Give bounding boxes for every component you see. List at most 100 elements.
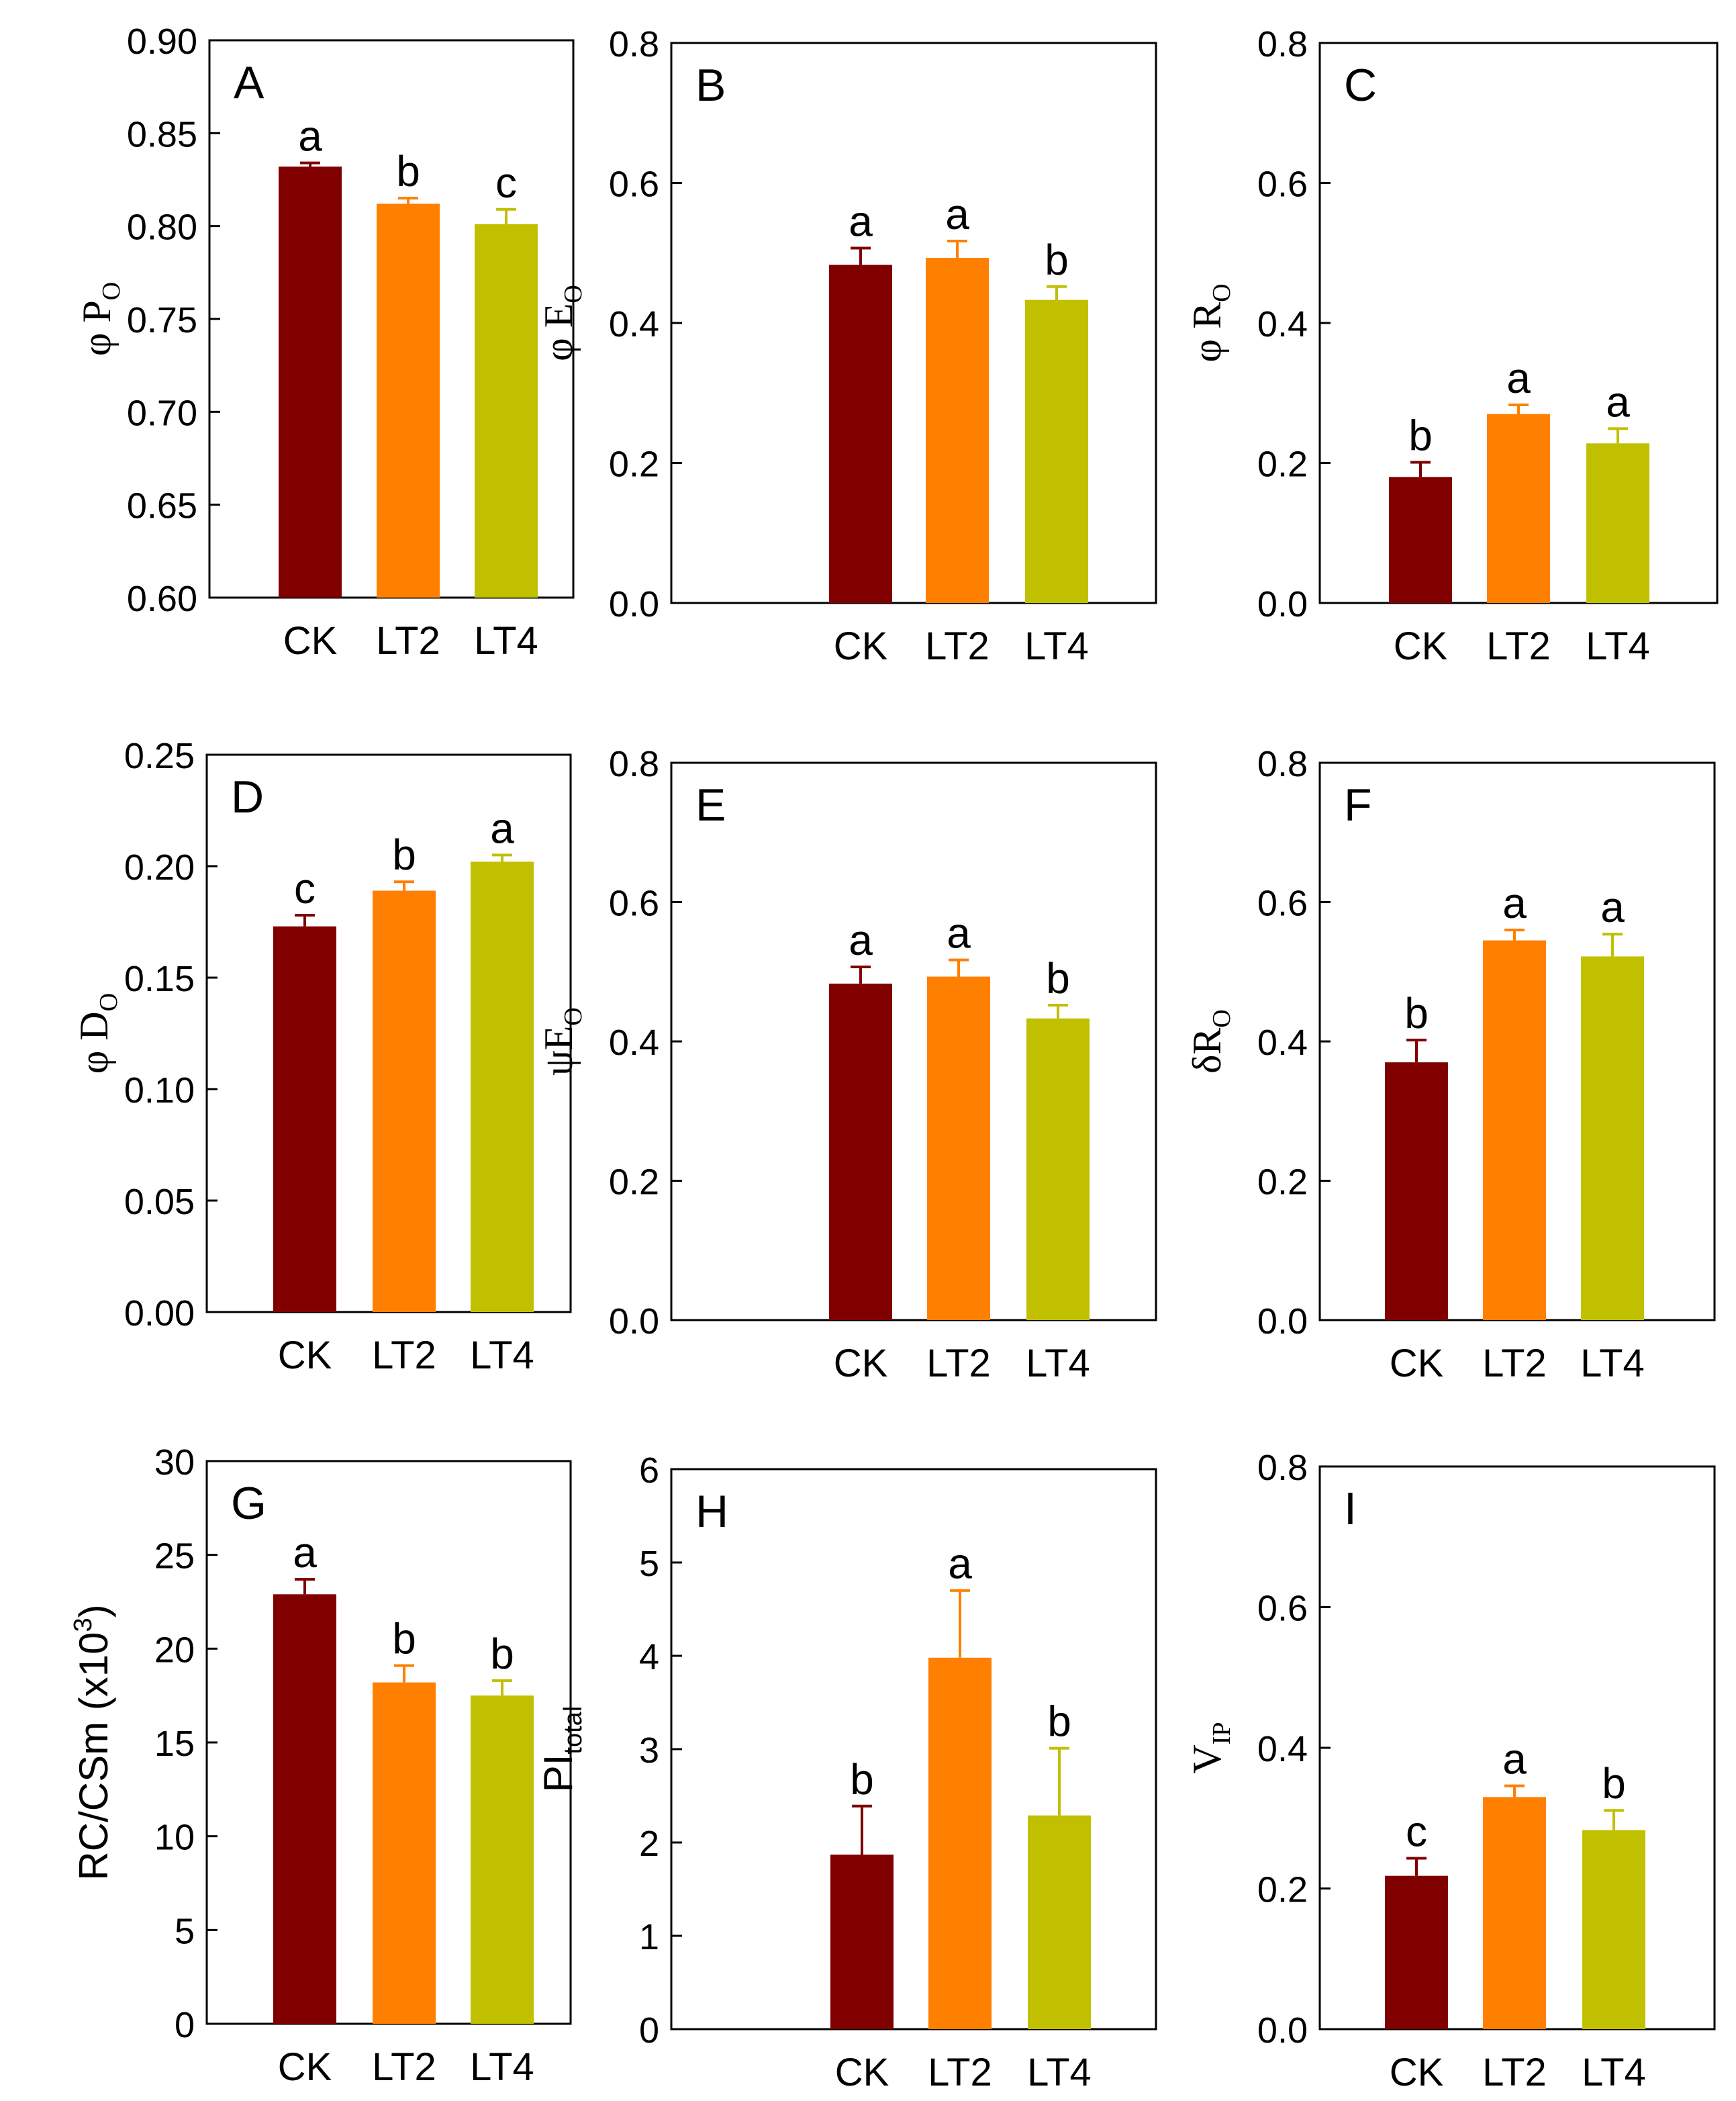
panel-H: 0 1 2 3 4 5 6 b CK a LT2 b LT4 H PItotal (536, 1450, 1157, 2094)
y-axis-title-sub: IP (1208, 1722, 1236, 1744)
x-tick-label: CK (1394, 624, 1448, 668)
significance-letter: b (1046, 954, 1070, 1002)
bar-LT4 (471, 861, 534, 1312)
y-axis-title-main: φ E (536, 304, 581, 361)
y-tick-label: 0.4 (1257, 1729, 1308, 1769)
y-tick-label: 0.6 (1257, 165, 1308, 205)
significance-letter: a (945, 190, 969, 238)
y-axis-title-sub: O (1208, 283, 1236, 301)
y-axis-title-tail: ) (71, 1604, 116, 1618)
significance-letter: b (850, 1755, 874, 1804)
x-tick-label: CK (278, 2045, 332, 2089)
y-axis-title-main: φ D (72, 1011, 116, 1074)
y-tick-label: 0.8 (1257, 744, 1308, 784)
y-tick-label: 0.6 (1257, 884, 1308, 924)
bar-LT2 (927, 976, 990, 1320)
y-axis-title-sub: O (95, 993, 123, 1011)
y-tick-label: 0.80 (127, 207, 197, 248)
y-axis-title: RC/CSm (x103) (69, 1604, 116, 1880)
y-axis-title-sub: O (1208, 1009, 1236, 1027)
y-tick-label: 0.8 (1257, 1448, 1308, 1488)
y-tick-label: 0.70 (127, 393, 197, 433)
panel-G: 0 5 10 15 20 25 30 a CK b LT2 b LT4 G RC/CSm (x103) (69, 1442, 572, 2089)
y-tick-label: 0.15 (124, 959, 195, 999)
y-axis-title-sub: total (559, 1706, 587, 1755)
significance-letter: a (1506, 354, 1531, 402)
x-tick-label: LT4 (1027, 2051, 1092, 2094)
y-axis-title-sub: O (559, 285, 587, 303)
y-tick-label: 0.60 (127, 579, 197, 619)
y-tick-label: 0.4 (609, 304, 659, 344)
y-tick-label: 5 (175, 1911, 195, 1951)
bar-LT2 (377, 203, 440, 598)
x-tick-label: LT4 (1582, 2051, 1646, 2094)
y-tick-label: 10 (154, 1818, 195, 1858)
bar-LT2 (1487, 414, 1550, 603)
significance-letter: a (948, 1540, 972, 1588)
y-axis-title-main: φ P (75, 300, 119, 356)
significance-letter: b (490, 1630, 514, 1678)
y-tick-label: 0.90 (127, 21, 197, 62)
y-tick-label: 0 (175, 2005, 195, 2045)
y-tick-label: 0.25 (124, 736, 195, 776)
x-tick-label: LT4 (1586, 624, 1650, 668)
x-tick-label: LT2 (925, 624, 990, 668)
y-tick-label: 0.6 (1257, 1589, 1308, 1629)
x-tick-label: LT2 (372, 1334, 436, 1377)
y-tick-label: 2 (639, 1824, 659, 1864)
x-tick-label: LT4 (1026, 1342, 1090, 1385)
y-tick-label: 0.85 (127, 114, 197, 154)
significance-letter: a (490, 804, 514, 852)
x-tick-label: CK (834, 1342, 888, 1385)
x-tick-label: CK (834, 624, 888, 668)
x-tick-label: LT2 (1482, 1342, 1547, 1385)
significance-letter: b (1408, 411, 1433, 459)
significance-letter: c (495, 158, 517, 207)
x-tick-label: LT4 (1580, 1342, 1645, 1385)
y-tick-label: 0.4 (1257, 1023, 1308, 1063)
bar-LT4 (1026, 1018, 1090, 1320)
y-tick-label: 0.2 (1257, 1162, 1308, 1203)
bar-LT2 (926, 258, 989, 603)
x-tick-label: LT2 (926, 1342, 991, 1385)
bar-CK (1385, 1062, 1448, 1320)
y-tick-label: 0.2 (609, 445, 659, 485)
panel-I: 0.0 0.2 0.4 0.6 0.8 c CK a LT2 b LT4 I VIP (1185, 1448, 1716, 2094)
significance-letter: a (1502, 1735, 1527, 1783)
x-tick-label: LT2 (1482, 2051, 1547, 2094)
panel-label: E (695, 780, 726, 831)
bar-LT4 (475, 224, 538, 598)
y-tick-label: 0.2 (609, 1162, 659, 1203)
bar-LT4 (1581, 956, 1644, 1320)
panel-label: D (231, 772, 264, 823)
bar-CK (279, 167, 342, 598)
bar-LT4 (1028, 1815, 1091, 2029)
bar-LT4 (1025, 299, 1088, 603)
significance-letter: b (1404, 989, 1429, 1037)
y-tick-label: 5 (639, 1544, 659, 1584)
x-tick-label: LT2 (928, 2051, 992, 2094)
y-tick-label: 1 (639, 1917, 659, 1957)
y-tick-label: 0.8 (1257, 24, 1308, 64)
bar-CK (273, 926, 336, 1312)
y-tick-label: 0.05 (124, 1182, 195, 1222)
significance-letter: a (298, 112, 322, 160)
bar-LT2 (1483, 940, 1546, 1320)
significance-letter: a (947, 909, 971, 958)
bar-LT2 (928, 1657, 992, 2029)
y-tick-label: 0.10 (124, 1070, 195, 1111)
y-tick-label: 3 (639, 1730, 659, 1771)
y-tick-label: 6 (639, 1450, 659, 1491)
panel-A: 0.60 0.65 0.70 0.75 0.80 0.85 0.90 a CK b LT2 c LT4 A… (75, 21, 575, 663)
x-tick-label: LT4 (1024, 624, 1089, 668)
x-tick-label: CK (278, 1334, 332, 1377)
y-axis-title: VIP (1185, 1722, 1236, 1773)
significance-letter: b (1045, 236, 1069, 284)
significance-letter: a (293, 1528, 317, 1577)
bar-CK (1385, 1875, 1448, 2029)
significance-letter: b (392, 831, 416, 879)
bar-CK (829, 983, 892, 1320)
